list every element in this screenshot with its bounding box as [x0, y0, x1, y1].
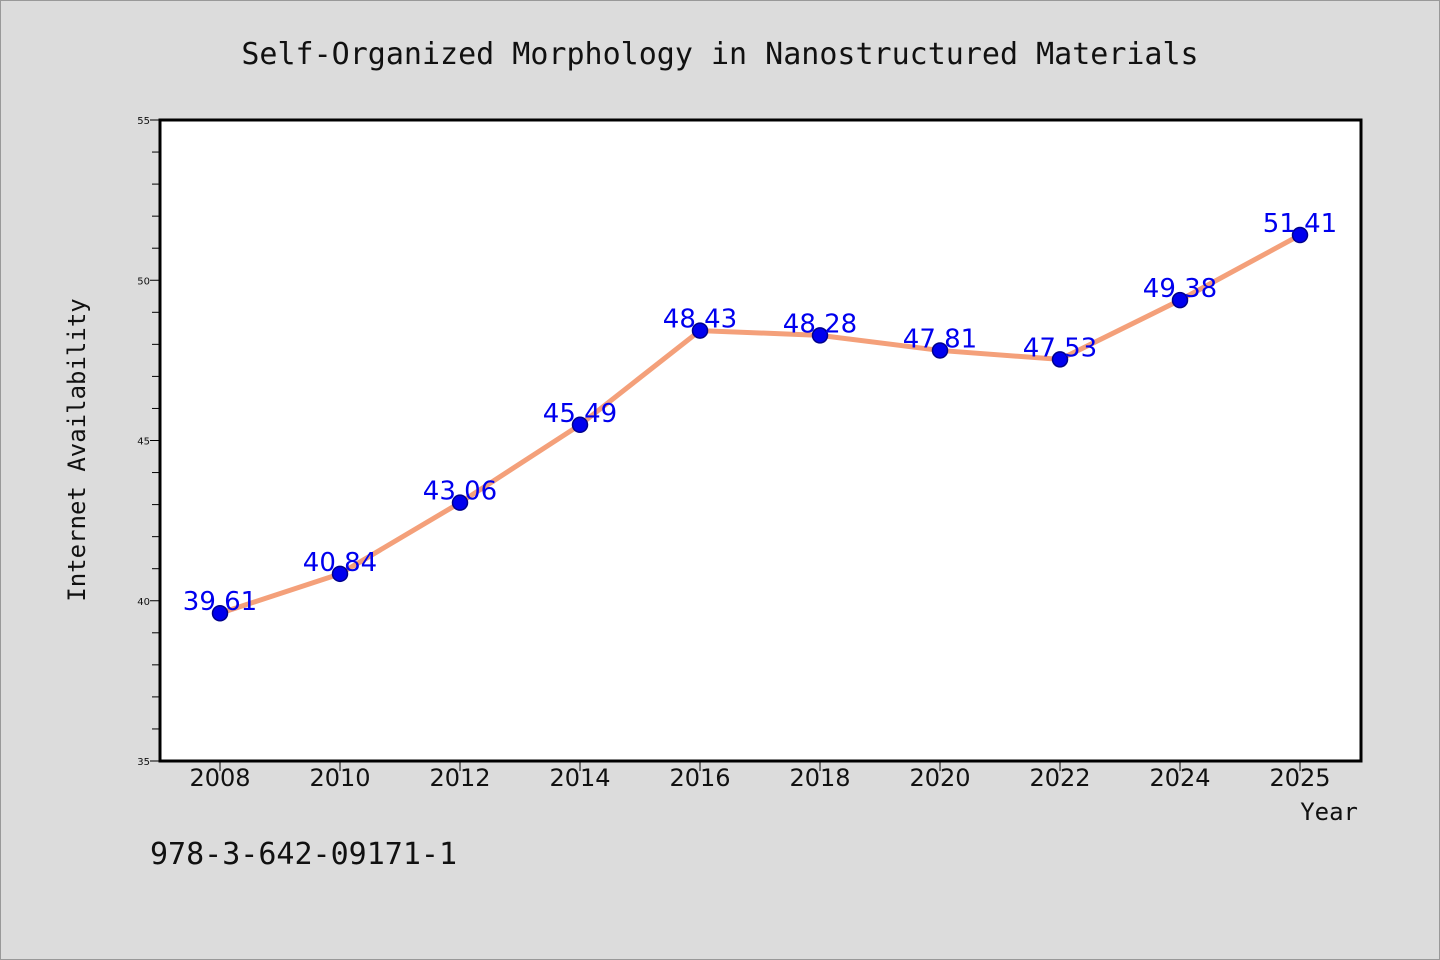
data-point [1171, 291, 1189, 309]
data-label: 47.53 [1023, 333, 1097, 363]
data-label: 47.81 [903, 324, 977, 354]
data-label: 45.49 [543, 399, 617, 429]
x-tick-label: 2024 [1149, 764, 1210, 792]
data-labels-group: 39.61 40.84 43.06 45.49 48.43 48.28 47.81 47.53… [183, 209, 1337, 617]
data-point [571, 416, 589, 434]
x-tick-label: 2025 [1269, 764, 1330, 792]
x-tick-label: 2022 [1029, 764, 1090, 792]
x-axis-label: Year [1300, 798, 1358, 826]
series-group [211, 226, 1309, 622]
data-point [1291, 226, 1309, 244]
data-label: 51.41 [1263, 209, 1337, 239]
x-tick-label: 2016 [669, 764, 730, 792]
x-axis-ticks: 2008 2010 2012 2014 2016 2018 2020 2022 2024 2025 [189, 761, 1331, 792]
data-point [1051, 351, 1069, 368]
y-axis-label: Internet Availability [63, 298, 91, 601]
data-label: 43.06 [423, 477, 497, 507]
y-axis-ticks: 35 40 45 50 55 [137, 116, 160, 768]
x-tick-label: 2014 [549, 764, 610, 792]
y-tick-label: 50 [137, 276, 150, 287]
data-point [451, 494, 469, 511]
x-tick-label: 2010 [309, 764, 370, 792]
data-point [211, 604, 229, 622]
y-tick-label: 55 [137, 116, 150, 127]
y-tick-label: 35 [137, 757, 150, 768]
data-point [331, 565, 349, 583]
data-point [691, 322, 709, 339]
data-label: 40.84 [303, 548, 377, 578]
x-tick-label: 2020 [909, 764, 970, 792]
chart-title: Self-Organized Morphology in Nanostructu… [241, 37, 1198, 72]
data-label: 39.61 [183, 587, 257, 617]
y-tick-label: 45 [137, 437, 150, 448]
data-label: 48.43 [663, 305, 737, 335]
data-label: 49.38 [1143, 274, 1217, 304]
series-line [217, 232, 1303, 616]
y-tick-label: 40 [137, 597, 150, 608]
footer-code: 978-3-642-09171-1 [150, 837, 457, 872]
x-tick-label: 2012 [429, 764, 490, 792]
data-point [811, 327, 829, 344]
x-tick-label: 2008 [189, 764, 250, 792]
data-point [931, 342, 949, 359]
data-label: 48.28 [783, 309, 857, 339]
plot-area [158, 118, 1363, 763]
x-tick-label: 2018 [789, 764, 850, 792]
